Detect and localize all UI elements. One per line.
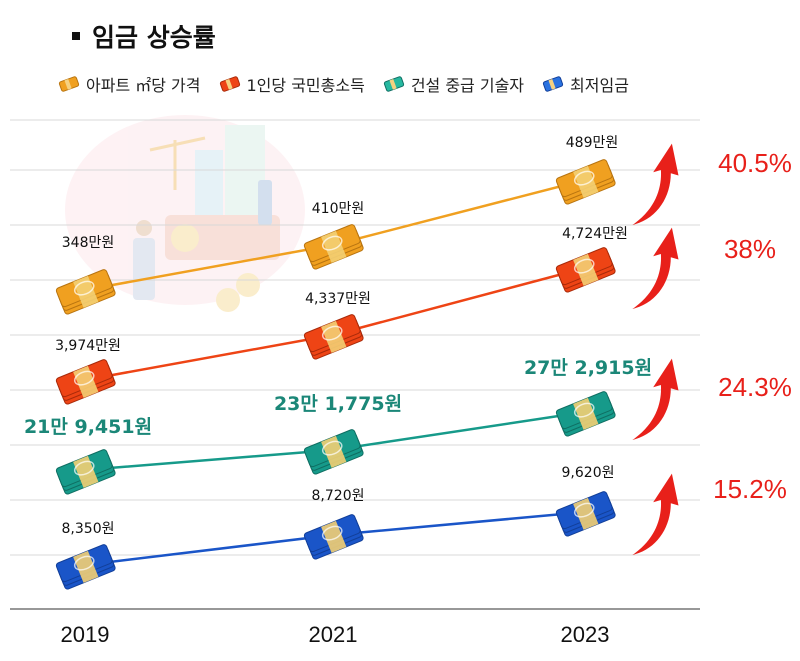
money-stack-marker [555, 159, 616, 205]
growth-arrow-icon [632, 227, 679, 309]
x-tick-label: 2021 [309, 622, 358, 647]
money-stack-marker [303, 224, 364, 270]
money-stack-marker [555, 247, 616, 293]
data-label: 3,974만원 [55, 338, 121, 354]
data-labels: 348만원 410만원 489만원 3,974만원 4,337만원 4,724만원 21만 … [24, 135, 652, 537]
x-tick-label: 2019 [61, 622, 110, 647]
growth-arrow-icon [632, 473, 679, 555]
construction-money-icon [383, 76, 404, 92]
money-stack-marker [55, 359, 116, 405]
legend-item-apartment: 아파트 ㎡당 가격 [58, 72, 201, 96]
money-stack-marker [55, 449, 116, 495]
growth-rate-label: 40.5% [718, 148, 792, 178]
data-label: 27만 2,915원 [524, 357, 652, 379]
money-stack-marker [555, 491, 616, 537]
growth-rate-label: 15.2% [713, 474, 787, 504]
growth-arrows: 40.5% 38% 24.3% 15.2% [632, 143, 792, 555]
growth-arrow-icon [632, 143, 679, 225]
data-label: 9,620원 [562, 465, 615, 481]
data-label: 348만원 [62, 235, 114, 251]
data-label: 4,337만원 [305, 291, 371, 307]
apartment-money-icon [58, 76, 80, 92]
growth-rate-label: 38% [724, 234, 776, 264]
data-label: 8,720원 [312, 488, 365, 504]
legend-label-apartment: 아파트 ㎡당 가격 [86, 76, 201, 95]
grid-lines [10, 119, 700, 556]
x-axis: 2019 2021 2023 [10, 608, 700, 647]
money-stack-marker [303, 429, 364, 475]
legend-label-construction: 건설 중급 기술자 [410, 76, 525, 95]
data-label: 23만 1,775원 [274, 393, 402, 415]
data-label: 4,724만원 [562, 226, 628, 242]
minwage-money-icon [542, 76, 564, 92]
money-stack-marker [55, 269, 116, 315]
growth-arrow-icon [632, 358, 679, 440]
legend-label-minwage: 최저임금 [570, 76, 629, 95]
legend-label-gni: 1인당 국민총소득 [246, 76, 365, 95]
legend-item-minwage: 최저임금 [542, 72, 629, 96]
legend-item-construction: 건설 중급 기술자 [383, 72, 524, 96]
x-tick-label: 2023 [561, 622, 610, 647]
data-label: 489만원 [566, 135, 618, 151]
title-bullet-icon [72, 32, 80, 40]
legend-item-gni: 1인당 국민총소득 [219, 72, 365, 96]
series-markers [55, 159, 616, 590]
money-stack-marker [303, 514, 364, 560]
construction-illustration [65, 115, 305, 312]
money-stack-marker [55, 544, 116, 590]
chart-title: 임금 상승률 [72, 18, 216, 54]
gni-money-icon [219, 76, 240, 92]
data-label: 21만 9,451원 [24, 416, 152, 438]
data-label: 8,350원 [62, 521, 115, 537]
money-stack-marker [303, 314, 364, 360]
money-stack-marker [555, 391, 616, 437]
legend: 아파트 ㎡당 가격 1인당 국민총소득 건설 중급 기술자 최저임금 [58, 72, 629, 96]
data-label: 410만원 [312, 201, 364, 217]
chart-title-text: 임금 상승률 [92, 23, 216, 52]
growth-rate-label: 24.3% [718, 372, 792, 402]
